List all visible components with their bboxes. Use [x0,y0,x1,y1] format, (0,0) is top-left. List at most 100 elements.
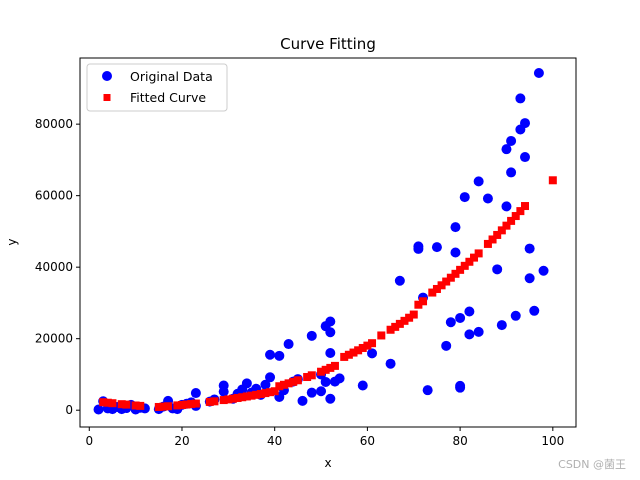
original-data-point-24 [218,380,229,391]
fitted-curve-point-15 [205,397,214,406]
fitted-curve-point-47 [377,331,386,340]
fitted-curve-point-53 [409,310,418,319]
fitted-curve-point-58 [437,281,446,290]
y-tick-label-3: 60000 [35,189,73,203]
legend-label-fitted: Fitted Curve [130,90,206,105]
original-data-point-42 [306,387,317,398]
original-data-point-88 [524,273,535,284]
original-data-point-59 [413,241,424,252]
fitted-curve-point-3 [117,400,126,409]
original-data-point-69 [455,380,466,391]
fitted-curve-point-22 [242,392,251,401]
y-tick-label-1: 20000 [35,332,73,346]
fitted-curve-point-18 [224,395,233,404]
original-data-point-81 [506,135,517,146]
fitted-curve-point-26 [261,389,270,398]
original-data-point-80 [506,167,517,178]
fitted-curve-point-61 [451,269,460,278]
fitted-curve-point-31 [284,379,293,388]
original-data-point-62 [431,242,442,253]
y-tick-label-4: 80000 [35,117,73,131]
fitted-curve-point-44 [358,343,367,352]
original-data-point-66 [450,222,461,233]
points-layer [93,68,557,415]
fitted-curve-point-66 [474,249,483,258]
fitted-curve-point-65 [470,253,479,262]
fitted-curve-point-11 [177,400,186,409]
fitted-curve-point-48 [386,325,395,334]
fitted-curve-point-0 [99,398,108,407]
original-data-point-50 [325,327,336,338]
fitted-curve-point-19 [228,394,237,403]
fitted-curve-point-68 [488,235,497,244]
x-axis-label: x [324,456,331,470]
fitted-curve-point-10 [173,401,182,410]
original-data-point-65 [450,247,461,258]
x-tick-label-1: 20 [174,434,189,448]
fitted-curve-point-76 [548,176,557,185]
legend-label-original: Original Data [130,69,213,84]
fitted-curve-point-73 [511,212,520,221]
original-data-point-38 [283,339,294,350]
fitted-curve-point-51 [400,316,409,325]
original-data-point-79 [501,144,512,155]
original-data-point-0 [93,404,104,415]
original-data-point-55 [367,348,378,359]
fitted-curve-point-57 [432,284,441,293]
watermark: CSDN @菌王 [558,458,626,471]
chart-title: Curve Fitting [280,35,376,53]
fitted-curve-point-40 [340,352,349,361]
fitted-curve-point-38 [326,363,335,372]
legend: Original Data Fitted Curve [86,63,228,112]
fitted-curve-point-14 [191,399,200,408]
fitted-curve-point-25 [256,389,265,398]
original-data-point-51 [325,393,336,404]
fitted-curve-point-46 [368,339,377,348]
fitted-curve-point-7 [154,402,163,411]
fitted-curve-point-49 [391,322,400,331]
y-axis-label: y [5,238,19,245]
fitted-curve-point-8 [159,402,168,411]
fitted-curve-point-1 [103,398,112,407]
fitted-curve-point-59 [442,277,451,286]
legend-marker-fitted [103,94,111,101]
original-data-point-32 [260,379,271,390]
original-data-point-86 [520,152,531,163]
fitted-curve-point-16 [210,397,219,406]
fitted-curve-point-23 [247,391,256,400]
fitted-curve-point-29 [275,382,284,391]
x-tick-label-4: 80 [452,434,467,448]
fitted-curve-point-39 [330,361,339,370]
original-data-point-77 [496,320,507,331]
original-data-point-46 [320,376,331,387]
original-data-point-20 [190,388,201,399]
fitted-curve-point-2 [108,399,117,408]
original-data-point-35 [274,350,285,361]
original-data-point-70 [459,192,470,203]
original-data-point-89 [529,305,540,316]
fitted-curve-point-30 [279,380,288,389]
fitted-curve-point-12 [182,400,191,409]
fitted-curve-point-20 [233,393,242,402]
fitted-curve-point-62 [456,265,465,274]
x-tick-label-3: 60 [360,434,375,448]
fitted-curve-point-17 [219,396,228,405]
original-data-point-82 [510,310,521,321]
original-data-point-34 [265,349,276,360]
x-tick-label-5: 100 [541,434,564,448]
fitted-curve-point-27 [266,388,275,397]
fitted-curve-point-63 [460,261,469,270]
original-data-point-61 [422,385,433,396]
fitted-curve-point-42 [349,348,358,357]
fitted-curve-point-32 [289,377,298,386]
fitted-curve-point-6 [136,401,145,410]
fitted-curve-point-41 [344,350,353,359]
fitted-curve-point-50 [395,319,404,328]
fitted-curve-point-54 [414,300,423,309]
fitted-curve-point-33 [293,376,302,385]
x-tick-label-0: 0 [85,434,93,448]
original-data-point-53 [334,373,345,384]
fitted-curve-point-55 [419,297,428,306]
fitted-curve-point-70 [497,226,506,235]
